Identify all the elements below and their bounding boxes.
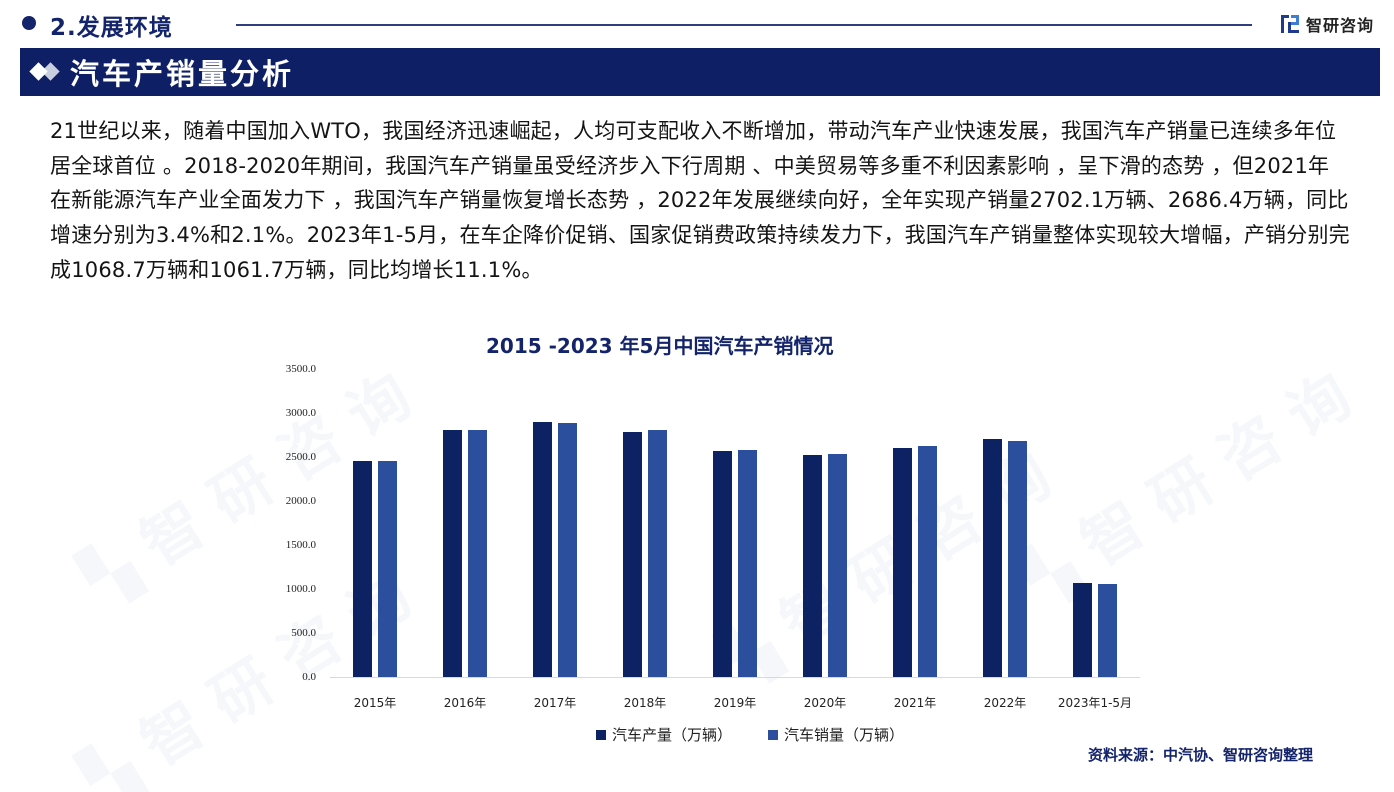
y-tick-label: 3500.0: [285, 363, 316, 375]
production-bar: [443, 429, 462, 677]
title-banner: 汽车产销量分析: [20, 48, 1380, 96]
production-bar: [893, 447, 912, 677]
page-title: 汽车产销量分析: [70, 57, 295, 91]
bar-group: [510, 370, 600, 677]
legend-swatch-icon: [596, 729, 606, 740]
y-tick-label: 2000.0: [285, 495, 316, 507]
x-tick-label: 2018年: [623, 696, 667, 710]
bar-group: [780, 370, 870, 677]
bar-group: [600, 370, 690, 677]
intro-paragraph: 21世纪以来，随着中国加入WTO，我国经济迅速崛起，人均可支配收入不断增加，带动…: [50, 119, 1350, 282]
sales-bar: [1098, 583, 1117, 677]
y-tick-label: 0.0: [302, 671, 316, 683]
production-bar: [713, 450, 732, 677]
sales-bar: [828, 454, 847, 677]
bar-group: [870, 370, 960, 677]
y-tick-label: 1000.0: [285, 583, 316, 595]
legend-swatch-icon: [768, 729, 779, 740]
production-bar: [983, 439, 1002, 677]
bar-group: [1050, 370, 1140, 677]
y-tick-label: 1500.0: [285, 539, 316, 551]
bar-group: [330, 370, 420, 677]
legend-item-sales: 汽车销量（万辆）: [768, 724, 904, 745]
bar-group: [690, 370, 780, 677]
sales-bar: [468, 430, 487, 677]
legend-item-production: 汽车产量（万辆）: [596, 724, 732, 745]
production-bar: [803, 455, 822, 677]
header-divider: [236, 24, 1252, 26]
production-bar: [533, 421, 552, 677]
bar-group: [960, 370, 1050, 677]
x-tick-label: 2023年1-5月: [1057, 696, 1133, 710]
sales-bar: [558, 422, 577, 677]
logo-text: 智研咨询: [1306, 16, 1375, 35]
x-tick-label: 2020年: [803, 696, 847, 710]
sales-bar: [918, 445, 937, 677]
section-label: 2.发展环境: [50, 15, 173, 41]
sales-bar: [648, 429, 667, 677]
legend-label: 汽车产量（万辆）: [612, 726, 733, 744]
x-tick-label: 2021年: [893, 696, 937, 710]
y-tick-label: 500.0: [291, 627, 316, 639]
chart-legend: 汽车产量（万辆） 汽车销量（万辆）: [596, 724, 904, 745]
logo-icon: [1281, 15, 1299, 33]
sales-bar: [1008, 440, 1027, 677]
legend-label: 汽车销量（万辆）: [784, 726, 905, 744]
y-tick-label: 2500.0: [285, 451, 316, 463]
x-tick-label: 2017年: [533, 696, 577, 710]
double-diamond-icon: [28, 62, 64, 82]
plot-area: [330, 370, 1140, 678]
bullet-dot-icon: [22, 16, 36, 30]
top-bar: 2.发展环境 智研咨询: [0, 0, 1394, 46]
brand-logo: 智研咨询: [1280, 12, 1374, 36]
production-bar: [353, 461, 372, 677]
x-tick-label: 2015年: [353, 696, 397, 710]
y-tick-label: 3000.0: [285, 407, 316, 419]
production-bar: [623, 432, 642, 677]
chart-title: 2015 -2023 年5月中国汽车产销情况: [486, 334, 834, 358]
source-note: 资料来源：中汽协、智研咨询整理: [1088, 746, 1314, 764]
bar-group: [420, 370, 510, 677]
sales-bar: [378, 460, 397, 677]
x-tick-label: 2016年: [443, 696, 487, 710]
x-tick-label: 2022年: [983, 696, 1027, 710]
production-bar: [1073, 582, 1092, 677]
sales-bar: [738, 450, 757, 677]
bar-chart: 0.0 500.0 1000.0 1500.0 2000.0 2500.0 3000.0 35…: [260, 360, 1140, 710]
x-tick-label: 2019年: [713, 696, 757, 710]
